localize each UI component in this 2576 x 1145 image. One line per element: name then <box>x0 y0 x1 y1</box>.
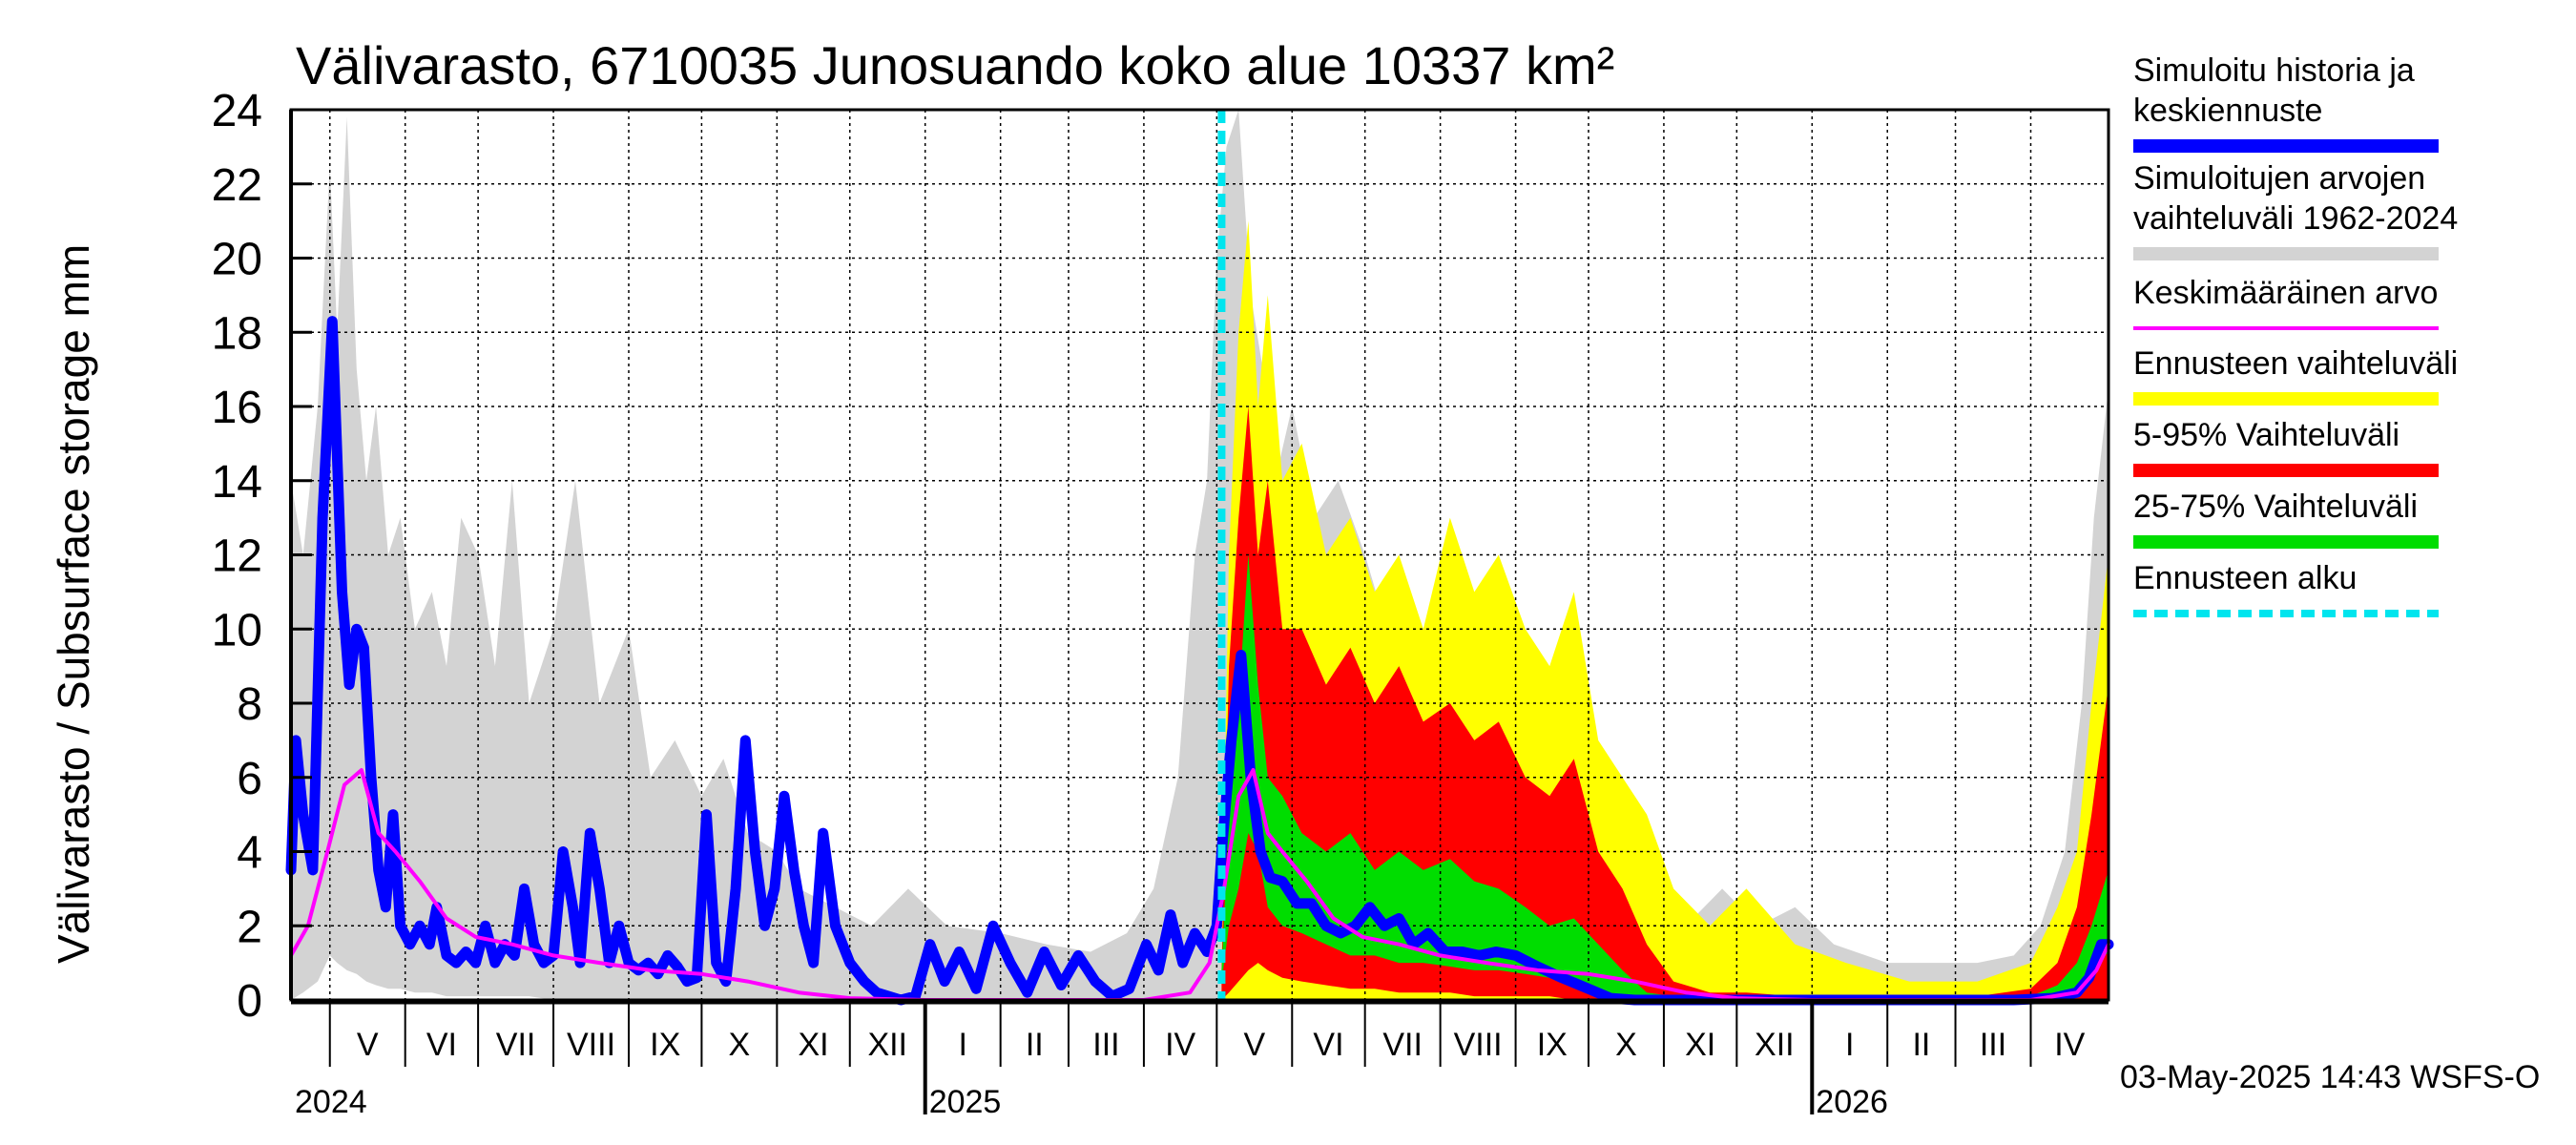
month-label-3: VIII <box>567 1027 615 1063</box>
month-label-16: IX <box>1537 1027 1568 1063</box>
month-label-18: XI <box>1685 1027 1715 1063</box>
legend-label-6-0: Ennusteen alku <box>2133 560 2357 596</box>
month-label-6: XI <box>798 1027 828 1063</box>
month-label-10: III <box>1092 1027 1119 1063</box>
month-label-13: VI <box>1313 1027 1343 1063</box>
y-tick-label-2: 4 <box>237 828 262 879</box>
y-tick-label-5: 10 <box>212 605 262 656</box>
month-label-0: V <box>357 1027 379 1063</box>
month-label-23: IV <box>2054 1027 2085 1063</box>
month-label-21: II <box>1912 1027 1930 1063</box>
month-label-8: I <box>958 1027 966 1063</box>
legend-label-1-1: vaihteluväli 1962-2024 <box>2133 200 2458 237</box>
y-tick-label-1: 2 <box>237 902 262 952</box>
month-label-17: X <box>1615 1027 1637 1063</box>
y-tick-label-10: 20 <box>212 235 262 285</box>
series-line-0 <box>285 316 2114 1006</box>
footer-timestamp: 03-May-2025 14:43 WSFS-O <box>2120 1059 2540 1095</box>
y-tick-label-4: 8 <box>237 679 262 730</box>
legend-label-5-0: 25-75% Vaihteluväli <box>2133 489 2418 525</box>
series-line-1 <box>289 768 2110 1002</box>
legend-label-1-0: Simuloitujen arvojen <box>2133 160 2425 197</box>
chart-title: Välivarasto, 6710035 Junosuando koko alu… <box>296 35 1614 95</box>
y-axis-label: Välivarasto / Subsurface storage mm <box>49 244 98 964</box>
month-label-19: XII <box>1755 1027 1795 1063</box>
legend-label-0-1: keskiennuste <box>2133 93 2322 129</box>
plot-area <box>285 110 2114 1006</box>
month-label-22: III <box>1980 1027 2006 1063</box>
year-label-2: 2026 <box>1816 1084 1888 1120</box>
y-tick-label-0: 0 <box>237 976 262 1027</box>
month-label-9: II <box>1026 1027 1044 1063</box>
month-label-14: VII <box>1382 1027 1423 1063</box>
month-label-15: VIII <box>1454 1027 1503 1063</box>
y-tick-label-12: 24 <box>212 86 262 136</box>
month-label-2: VII <box>496 1027 536 1063</box>
month-label-5: X <box>729 1027 751 1063</box>
month-label-12: V <box>1243 1027 1265 1063</box>
month-label-7: XII <box>867 1027 907 1063</box>
month-label-1: VI <box>426 1027 457 1063</box>
y-tick-label-3: 6 <box>237 754 262 804</box>
year-label-0: 2024 <box>295 1084 367 1120</box>
legend-label-2-0: Keskimääräinen arvo <box>2133 275 2438 311</box>
legend: Simuloitu historia ja keskiennuste Simuloi… <box>2133 52 2458 617</box>
year-label-1: 2025 <box>929 1084 1002 1120</box>
band-2 <box>1221 406 2109 1000</box>
y-tick-label-8: 16 <box>212 383 262 433</box>
month-label-20: I <box>1845 1027 1854 1063</box>
legend-label-3-0: Ennusteen vaihteluväli <box>2133 345 2458 382</box>
y-tick-label-11: 22 <box>212 160 262 211</box>
y-tick-label-9: 18 <box>212 308 262 359</box>
legend-label-4-0: 5-95% Vaihteluväli <box>2133 417 2399 453</box>
month-label-4: IX <box>650 1027 680 1063</box>
legend-label-0-0: Simuloitu historia ja <box>2133 52 2415 89</box>
month-label-11: IV <box>1165 1027 1195 1063</box>
y-tick-label-6: 12 <box>212 531 262 582</box>
y-tick-label-7: 14 <box>212 457 262 508</box>
band-3 <box>1221 554 2109 1000</box>
